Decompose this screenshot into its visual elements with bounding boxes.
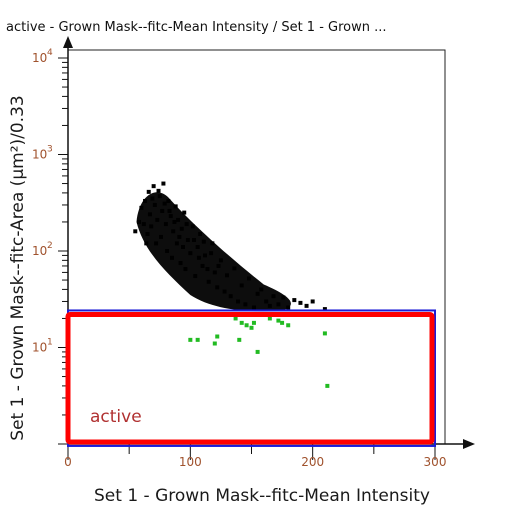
y-axis-arrow-icon xyxy=(63,36,73,48)
cluster-point xyxy=(310,299,315,304)
cluster-point xyxy=(146,189,151,194)
gated-point xyxy=(286,323,291,328)
y-tick-label: 10 xyxy=(32,51,47,65)
x-tick-label: 200 xyxy=(301,455,324,469)
cluster-point xyxy=(133,229,138,234)
gated-point xyxy=(325,383,330,388)
y-tick-label: 10 xyxy=(32,341,47,355)
x-tick-label: 100 xyxy=(179,455,202,469)
gated-point xyxy=(249,325,254,330)
y-axis-title-wrapper: Set 1 - Grown Mask--fitc-Area (µm²)/0.33 xyxy=(5,55,31,480)
cluster-point xyxy=(182,210,187,215)
points-group xyxy=(133,181,330,388)
cluster-point xyxy=(161,181,166,186)
y-tick-label-exponent: 2 xyxy=(47,241,53,251)
gated-point xyxy=(267,316,272,321)
gated-point xyxy=(239,320,244,325)
gated-point xyxy=(212,341,217,346)
cluster-point xyxy=(322,307,327,312)
cluster-density-area xyxy=(136,192,291,312)
chart-title: active - Grown Mask--fitc-Mean Intensity… xyxy=(6,20,387,35)
y-tick-label: 10 xyxy=(32,244,47,258)
cluster-point xyxy=(156,188,161,193)
y-tick-label-exponent: 4 xyxy=(47,48,53,58)
cluster-point xyxy=(304,303,309,308)
x-axis-title: Set 1 - Grown Mask--fitc-Mean Intensity xyxy=(94,486,430,506)
gated-point xyxy=(195,337,200,342)
tick-labels-group: 10 110 210 310 40 100 200 300 xyxy=(32,48,446,469)
cluster-point xyxy=(298,300,303,305)
cluster-point xyxy=(292,298,297,303)
cluster-point xyxy=(151,184,156,189)
gate-group[interactable]: active xyxy=(65,309,436,447)
gate-label: active xyxy=(90,407,142,427)
x-axis-arrow-icon xyxy=(463,439,475,449)
axes-group xyxy=(58,36,475,460)
y-tick-label-exponent: 1 xyxy=(47,338,53,348)
gate-highlight[interactable] xyxy=(65,311,435,445)
gated-point xyxy=(322,331,327,336)
gated-point xyxy=(215,334,220,339)
x-tick-label: 300 xyxy=(424,455,447,469)
y-tick-label: 10 xyxy=(32,148,47,162)
y-axis-title: Set 1 - Grown Mask--fitc-Area (µm²)/0.33 xyxy=(8,94,28,441)
gated-point xyxy=(280,320,285,325)
x-axis-title-wrapper: Set 1 - Grown Mask--fitc-Mean Intensity xyxy=(0,486,516,506)
gated-point xyxy=(255,349,260,354)
gated-point xyxy=(188,337,193,342)
x-tick-label: 0 xyxy=(64,455,72,469)
plot-frame xyxy=(68,49,446,444)
gated-point xyxy=(276,318,281,323)
gated-point xyxy=(233,316,238,321)
y-tick-label-exponent: 3 xyxy=(47,145,53,155)
gated-point xyxy=(237,337,242,342)
gated-point xyxy=(244,323,249,328)
gated-point xyxy=(251,320,256,325)
